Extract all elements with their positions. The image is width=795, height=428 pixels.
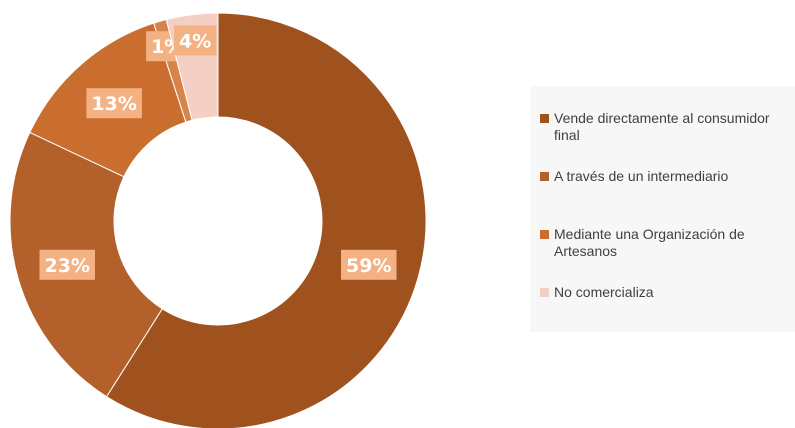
data-label: 59% [341, 249, 397, 280]
legend-swatch [540, 114, 549, 123]
legend-item: No comercializa [540, 284, 795, 301]
data-label-text: 4% [179, 30, 211, 52]
data-label-box [174, 25, 217, 56]
data-label: 4% [174, 25, 217, 56]
chart: 59%23%13%1%4% [9, 12, 427, 428]
data-label-box [341, 249, 397, 280]
data-label-box [86, 88, 142, 119]
donut-slice [105, 12, 427, 428]
legend-label: Vende directamente al consumidor final [554, 110, 770, 143]
legend-item: Vende directamente al consumidor final [540, 110, 795, 151]
legend-item: A través de un intermediario [540, 168, 795, 209]
data-label: 13% [86, 88, 142, 119]
data-label-box [39, 249, 95, 280]
data-label-text: 59% [346, 255, 391, 277]
legend-swatch [540, 230, 549, 239]
legend-swatch [540, 172, 549, 181]
legend: Vende directamente al consumidor final A … [530, 86, 795, 332]
legend-label: A través de un intermediario [554, 168, 729, 184]
data-label-text: 23% [44, 255, 89, 277]
legend-label: No comercializa [554, 284, 654, 300]
legend-swatch [540, 288, 549, 297]
legend-label: Mediante una Organización de Artesanos [554, 226, 745, 259]
legend-item: Mediante una Organización de Artesanos [540, 226, 795, 267]
data-label: 23% [39, 249, 95, 280]
data-label-text: 13% [91, 93, 136, 115]
